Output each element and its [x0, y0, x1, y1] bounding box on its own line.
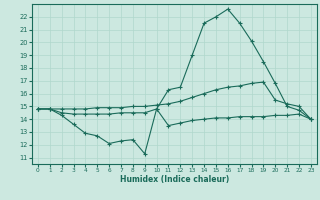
X-axis label: Humidex (Indice chaleur): Humidex (Indice chaleur) — [120, 175, 229, 184]
